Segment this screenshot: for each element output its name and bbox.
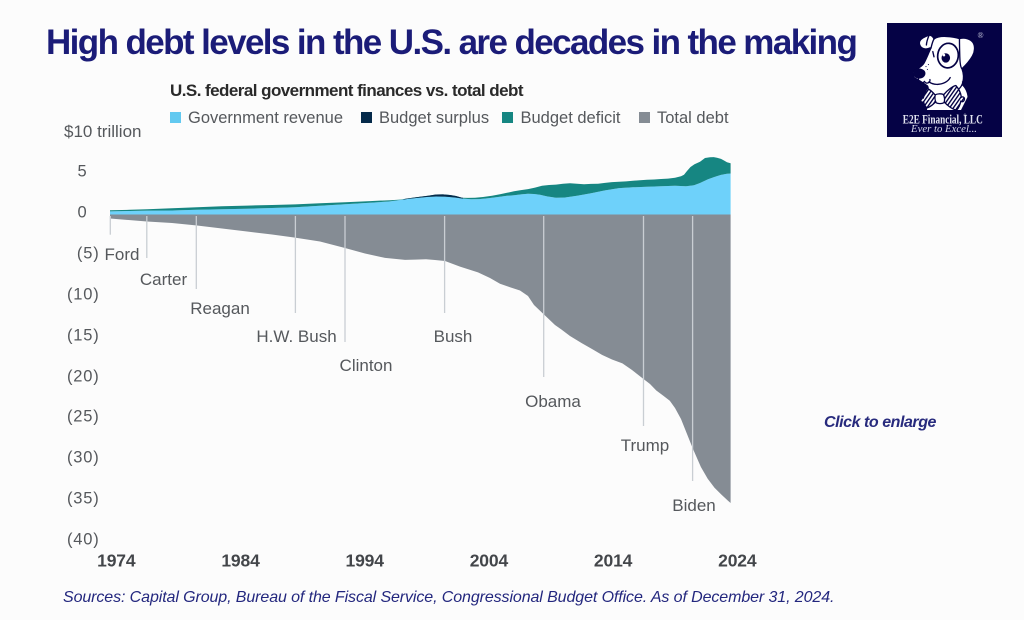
svg-text:®: ® (978, 31, 984, 40)
svg-text:Ever to Excel...: Ever to Excel... (910, 123, 977, 135)
svg-text:E2E Financial, LLC: E2E Financial, LLC (903, 112, 983, 126)
svg-text:®: ® (963, 113, 967, 118)
